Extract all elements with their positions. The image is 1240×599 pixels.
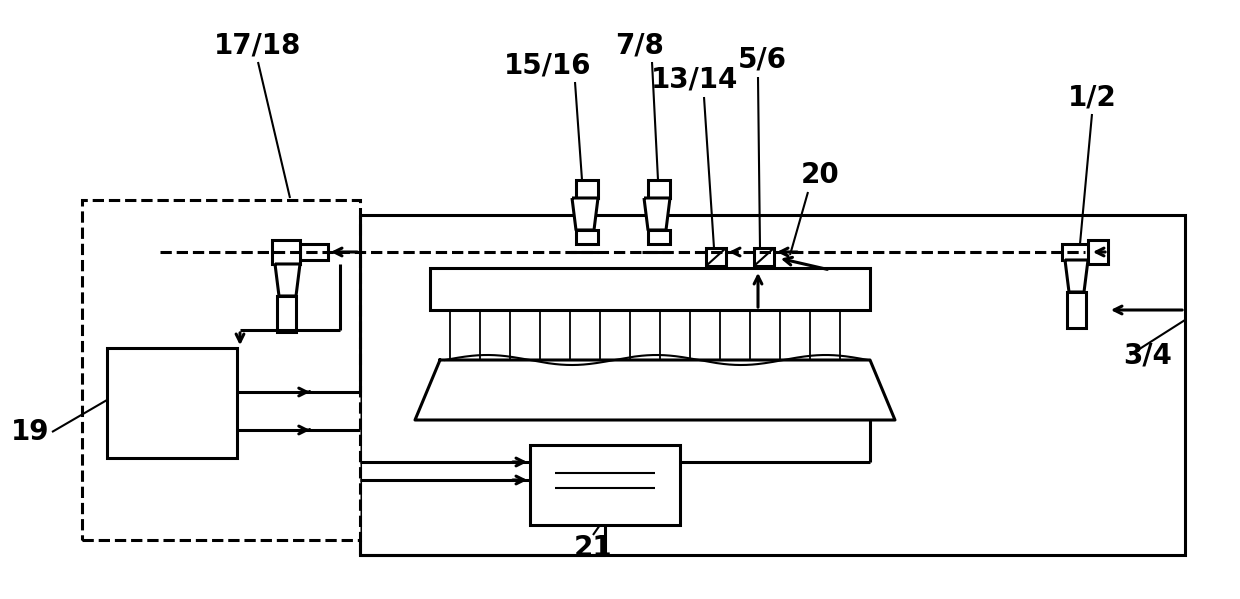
Text: 21: 21	[574, 534, 613, 562]
Polygon shape	[644, 198, 670, 230]
Polygon shape	[572, 198, 598, 230]
Text: 19: 19	[11, 418, 50, 446]
Text: 5/6: 5/6	[738, 46, 786, 74]
Bar	[82, 200, 360, 540]
Polygon shape	[1065, 260, 1087, 292]
Text: 15/16: 15/16	[505, 51, 591, 79]
Text: 13/14: 13/14	[651, 66, 739, 94]
Bar	[300, 244, 329, 260]
Bar	[1061, 244, 1090, 260]
Bar	[649, 230, 670, 244]
Bar	[649, 180, 670, 198]
Bar	[529, 445, 680, 525]
Bar	[430, 268, 870, 310]
Bar	[1087, 240, 1109, 264]
Bar	[272, 240, 300, 264]
Text: 7/8: 7/8	[615, 31, 665, 59]
Bar	[706, 248, 725, 266]
Text: 3/4: 3/4	[1123, 341, 1173, 369]
Bar	[107, 348, 237, 458]
Bar	[577, 180, 598, 198]
Text: 17/18: 17/18	[215, 31, 301, 59]
Polygon shape	[415, 360, 895, 420]
Polygon shape	[275, 264, 300, 296]
Bar	[1066, 292, 1086, 328]
Text: 1/2: 1/2	[1068, 83, 1116, 111]
Bar	[277, 296, 296, 332]
Bar	[360, 215, 1185, 555]
Text: 20: 20	[801, 161, 839, 189]
Bar	[754, 248, 774, 266]
Bar	[577, 230, 598, 244]
